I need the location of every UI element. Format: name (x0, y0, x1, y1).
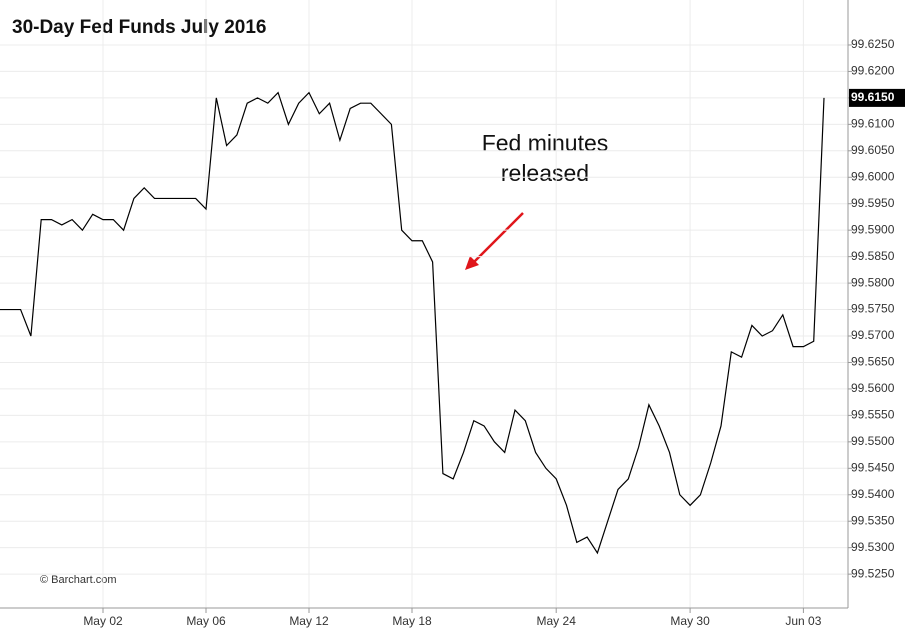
y-tick-label: 99.5900 (851, 222, 895, 236)
x-tick-label: May 18 (392, 614, 432, 628)
x-tick-label: Jun 03 (785, 614, 821, 628)
price-line (0, 91, 825, 555)
y-tick-label: 99.5300 (851, 540, 895, 554)
x-tick-label: May 02 (83, 614, 123, 628)
y-tick-label: 99.5550 (851, 408, 895, 422)
chart-title: 30-Day Fed Funds July 2016 (12, 17, 267, 38)
annotation-arrow (469, 212, 524, 267)
annotation: released (501, 160, 589, 186)
y-tick-label: 99.5750 (851, 302, 895, 316)
x-tick-label: May 24 (537, 614, 577, 628)
x-tick-label: May 12 (289, 614, 329, 628)
y-tick-label: 99.6000 (851, 169, 895, 183)
y-tick-label: 99.5350 (851, 513, 895, 527)
y-tick-label: 99.6050 (851, 143, 895, 157)
y-tick-label: 99.6200 (851, 64, 895, 78)
last-price-box (849, 88, 905, 107)
annotation-arrow-head (465, 256, 479, 270)
annotation: Fed minutes (482, 130, 609, 156)
credit: © Barchart.com (40, 574, 117, 586)
y-tick-label: 99.5250 (851, 566, 895, 580)
last-price-label: 99.6150 (851, 90, 895, 104)
y-tick-label: 99.5500 (851, 434, 895, 448)
y-tick-label: 99.5800 (851, 275, 895, 289)
x-tick-label: May 06 (186, 614, 226, 628)
y-tick-label: 99.5400 (851, 487, 895, 501)
y-tick-label: 99.6100 (851, 117, 895, 131)
y-tick-label: 99.5650 (851, 355, 895, 369)
y-tick-label: 99.5600 (851, 381, 895, 395)
y-tick-label: 99.5850 (851, 249, 895, 263)
y-tick-label: 99.5700 (851, 328, 895, 342)
x-tick-label: May 30 (670, 614, 710, 628)
y-tick-label: 99.5450 (851, 460, 895, 474)
y-tick-label: 99.5950 (851, 196, 895, 210)
y-tick-label: 99.6250 (851, 37, 895, 51)
